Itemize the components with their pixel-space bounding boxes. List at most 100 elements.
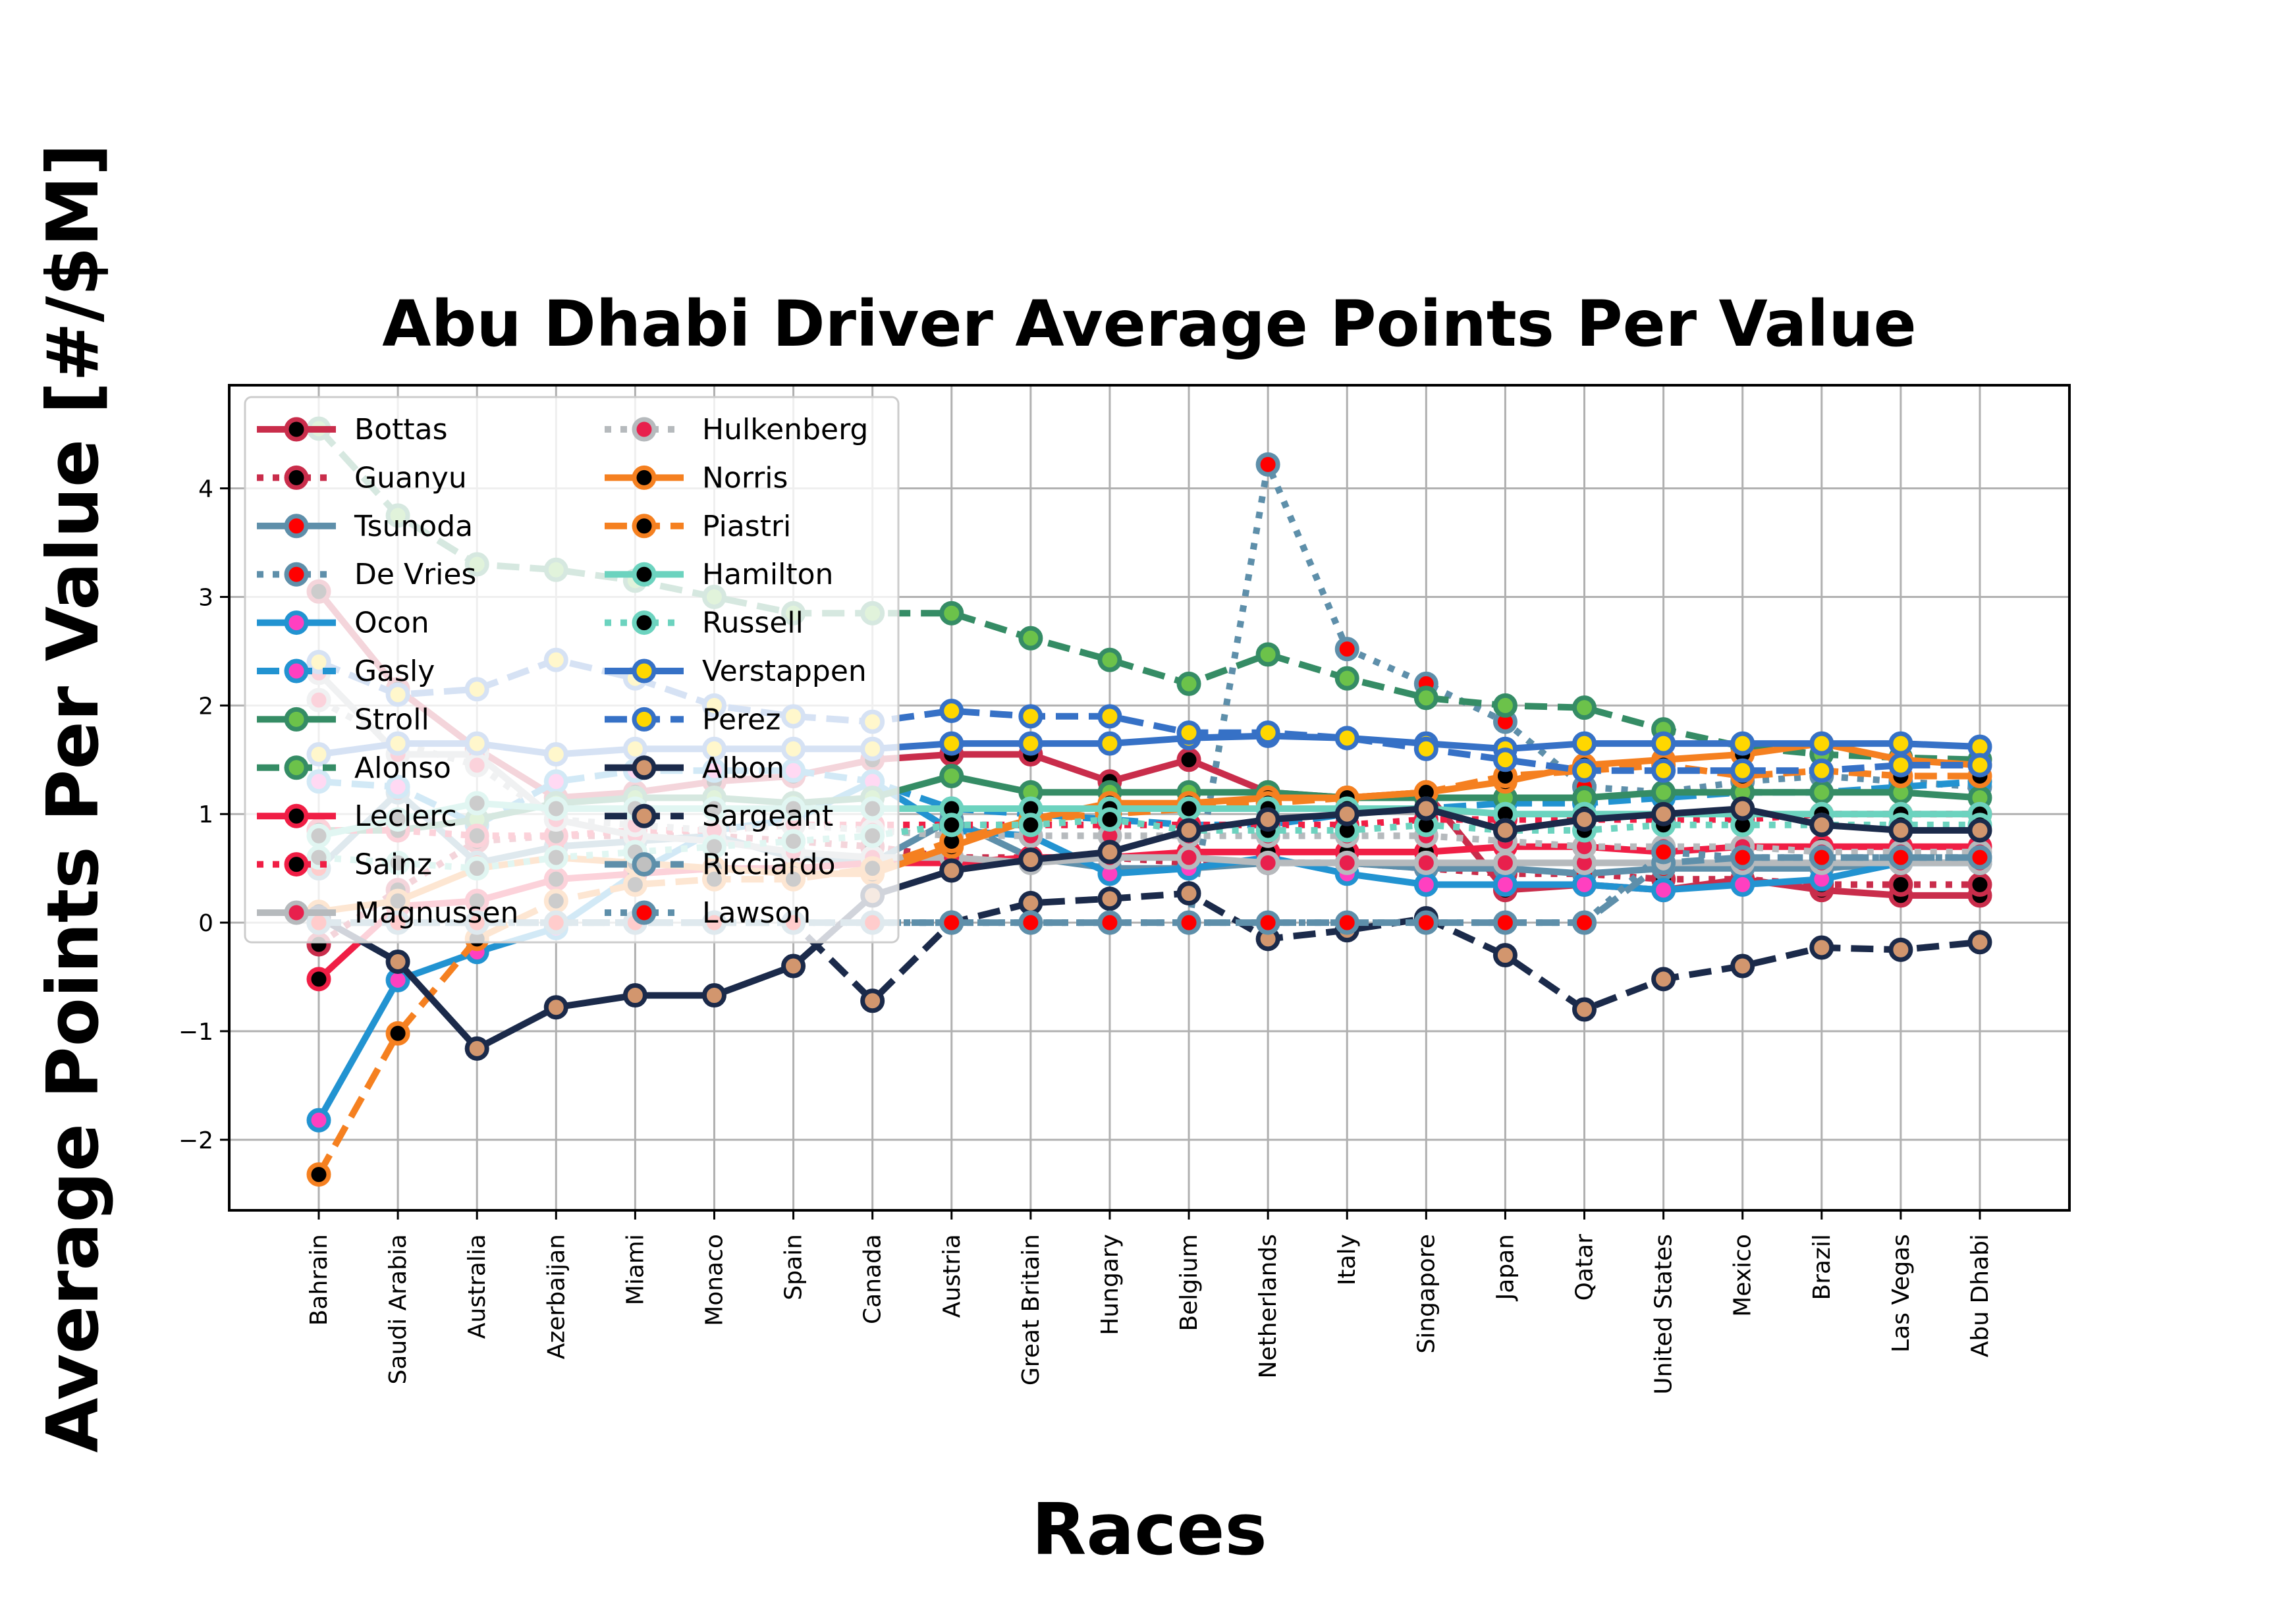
data-point — [1334, 910, 1359, 935]
x-tick-label: Las Vegas — [1888, 1234, 1915, 1353]
legend-label: Piastri — [702, 510, 791, 543]
data-point — [1730, 731, 1755, 756]
x-tick-label: Mexico — [1730, 1234, 1757, 1317]
data-point — [1176, 845, 1201, 870]
data-point — [1334, 726, 1359, 751]
data-point — [1097, 840, 1122, 865]
legend-label: Albon — [702, 751, 784, 785]
data-point — [1809, 935, 1834, 960]
legend-item: Guanyu — [257, 461, 467, 495]
y-tick-label: 0 — [198, 910, 213, 937]
data-point — [385, 949, 410, 974]
data-point — [939, 601, 964, 626]
legend-label: Sargeant — [702, 799, 833, 833]
legend-label: Hamilton — [702, 558, 833, 591]
data-point — [1176, 818, 1201, 843]
data-point — [1255, 452, 1280, 477]
data-point — [1018, 910, 1043, 935]
data-point — [1255, 850, 1280, 875]
data-point — [1255, 910, 1280, 935]
legend-marker — [284, 707, 309, 732]
chart-title: Abu Dhabi Driver Average Points Per Valu… — [382, 287, 1916, 361]
data-point — [1334, 637, 1359, 662]
data-point — [1809, 758, 1834, 783]
data-point — [781, 954, 806, 979]
legend-marker — [632, 803, 657, 828]
data-point — [1097, 886, 1122, 911]
legend-item: Bottas — [257, 413, 448, 446]
legend-label: Bottas — [354, 413, 448, 446]
legend-label: Russell — [702, 606, 804, 640]
data-point — [939, 764, 964, 789]
data-point — [1888, 845, 1913, 870]
data-point — [622, 983, 647, 1008]
legend-item: Stroll — [257, 703, 429, 736]
legend-label: Alonso — [354, 751, 451, 785]
data-point — [1176, 910, 1201, 935]
data-point — [1176, 747, 1201, 772]
legend-marker — [632, 417, 657, 442]
x-tick-label: Bahrain — [306, 1234, 333, 1326]
legend-marker — [632, 707, 657, 732]
legend-marker — [284, 417, 309, 442]
legend-item: Russell — [605, 606, 804, 640]
legend-item: Piastri — [605, 510, 791, 543]
data-point — [1018, 890, 1043, 915]
data-point — [1018, 813, 1043, 838]
data-point — [1888, 753, 1913, 778]
data-point — [1651, 878, 1676, 903]
data-point — [1651, 801, 1676, 826]
data-point — [1334, 801, 1359, 826]
x-tick-label: Australia — [464, 1234, 491, 1339]
legend-marker — [284, 610, 309, 635]
data-point — [1888, 818, 1913, 843]
series-line — [317, 805, 1980, 1052]
legend-marker — [284, 755, 309, 780]
series-line — [319, 848, 1980, 927]
data-point — [1572, 807, 1597, 832]
data-point — [1413, 736, 1438, 761]
data-point — [1097, 731, 1122, 756]
data-point — [1334, 666, 1359, 691]
data-point — [1888, 731, 1913, 756]
x-tick-label: Singapore — [1413, 1234, 1440, 1354]
x-tick-label: Netherlands — [1255, 1234, 1282, 1378]
legend-label: Ricciardo — [702, 848, 836, 882]
x-tick-label: Azerbaijan — [543, 1234, 570, 1359]
data-point — [1572, 910, 1597, 935]
y-tick-labels: −2 −1 0 1 2 3 4 — [178, 476, 213, 1154]
data-point — [1730, 796, 1755, 821]
legend-marker — [284, 658, 309, 684]
legend-item: Alonso — [257, 751, 451, 785]
data-point — [1255, 807, 1280, 832]
legend-item: Gasly — [257, 655, 435, 688]
y-tick-label: −2 — [178, 1127, 213, 1154]
legend-marker — [284, 803, 309, 828]
data-point — [306, 967, 331, 992]
data-point — [1730, 758, 1755, 783]
x-axis-label: Races — [1031, 1489, 1267, 1571]
data-point — [1651, 780, 1676, 805]
legend-item: Sargeant — [605, 799, 833, 833]
data-point — [1413, 796, 1438, 821]
data-point — [939, 731, 964, 756]
data-point — [939, 699, 964, 724]
legend-label: Tsunoda — [354, 510, 473, 543]
data-point — [860, 988, 885, 1013]
data-point — [1492, 747, 1517, 772]
data-point — [1967, 818, 1992, 843]
legend-label: De Vries — [354, 558, 476, 591]
x-tick-label: Japan — [1492, 1234, 1519, 1301]
legend-label: Verstappen — [702, 655, 867, 688]
legend-label: Magnussen — [354, 896, 518, 930]
data-point — [1413, 910, 1438, 935]
legend: Bottas Guanyu Tsunoda De Vries Ocon Gasly Stro… — [244, 396, 900, 944]
data-point — [1572, 758, 1597, 783]
data-point — [1888, 872, 1913, 897]
data-point — [1255, 720, 1280, 745]
series-line — [319, 461, 1981, 927]
legend-marker — [632, 562, 657, 587]
legend-marker — [632, 514, 657, 539]
legend-marker — [284, 852, 309, 877]
legend-item: Ocon — [257, 606, 429, 640]
